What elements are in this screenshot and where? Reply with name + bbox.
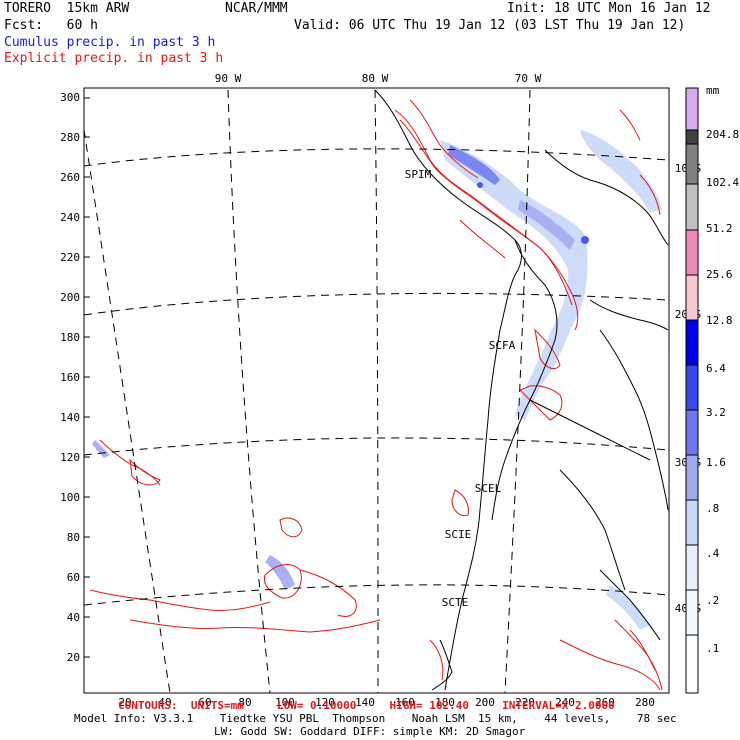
x-tick-label: 80 (238, 696, 251, 709)
y-tick-label: 180 (60, 331, 80, 344)
colorbar-level: 12.8 (706, 314, 733, 327)
cumulus-precip-shading (92, 130, 662, 630)
colorbar-level: .1 (706, 642, 719, 655)
y-tick-label: 200 (60, 291, 80, 304)
city-label: SCFA (489, 339, 516, 352)
y-tick-label: 160 (60, 371, 80, 384)
y-tick-label: 140 (60, 411, 80, 424)
colorbar-level: 204.8 (706, 128, 739, 141)
x-tick-label: 240 (555, 696, 575, 709)
longitude-label: 80 W (362, 72, 389, 85)
x-tick-label: 100 (275, 696, 295, 709)
x-tick-label: 200 (475, 696, 495, 709)
y-tick-label: 300 (60, 91, 80, 104)
city-label: SCTE (442, 596, 469, 609)
x-tick-label: 120 (315, 696, 335, 709)
colorbar-level: .8 (706, 502, 719, 515)
x-tick-label: 220 (515, 696, 535, 709)
y-tick-label: 20 (67, 651, 80, 664)
longitude-label: 70 W (515, 72, 542, 85)
y-tick-label: 220 (60, 251, 80, 264)
lat-lon-grid (83, 89, 669, 694)
x-tick-label: 140 (355, 696, 375, 709)
colorbar (685, 87, 699, 694)
colorbar-unit: mm (706, 84, 720, 97)
x-tick-label: 60 (198, 696, 211, 709)
valid-time: Valid: 06 UTC Thu 19 Jan 12 (03 LST Thu … (294, 18, 686, 33)
y-tick-label: 40 (67, 611, 80, 624)
longitude-label: 90 W (215, 72, 242, 85)
y-tick-label: 60 (67, 571, 80, 584)
coastlines (374, 89, 669, 691)
colorbar-level: .2 (706, 594, 719, 607)
forecast-hour: Fcst: 60 h (4, 18, 98, 33)
contour-info: CONTOURS: UNITS=mm LOW= 0.10000 HIGH= 10… (118, 699, 615, 712)
explicit-precip-contours (89, 99, 663, 691)
colorbar-level: 51.2 (706, 222, 733, 235)
y-tick-label: 80 (67, 531, 80, 544)
model-name: TORERO 15km ARW (4, 1, 130, 16)
colorbar-level: 6.4 (706, 362, 726, 375)
x-tick-label: 160 (395, 696, 415, 709)
x-tick-label: 280 (635, 696, 655, 709)
model-info: Model Info: V3.3.1 Tiedtke YSU PBL Thomp… (74, 712, 677, 725)
colorbar-level: 1.6 (706, 456, 726, 469)
explicit-field-label: Explicit precip. in past 3 h (4, 51, 224, 66)
org-name: NCAR/MMM (225, 1, 288, 16)
x-tick-label: 260 (595, 696, 615, 709)
colorbar-level: 25.6 (706, 268, 733, 281)
colorbar-level: 102.4 (706, 176, 739, 189)
city-label: SPIM (405, 168, 432, 181)
x-tick-label: 180 (435, 696, 455, 709)
init-time: Init: 18 UTC Mon 16 Jan 12 (507, 1, 711, 16)
y-tick-label: 120 (60, 451, 80, 464)
colorbar-level: .4 (706, 547, 720, 560)
city-label: SCIE (445, 528, 472, 541)
x-tick-label: 40 (158, 696, 171, 709)
y-tick-label: 260 (60, 171, 80, 184)
y-tick-label: 280 (60, 131, 80, 144)
cumulus-field-label: Cumulus precip. in past 3 h (4, 35, 216, 50)
city-label: SCEL (475, 482, 502, 495)
axis-ticks (84, 97, 90, 658)
physics-info: LW: Godd SW: Goddard DIFF: simple KM: 2D… (214, 725, 526, 738)
y-tick-label: 240 (60, 211, 80, 224)
x-tick-label: 20 (118, 696, 131, 709)
y-tick-label: 100 (60, 491, 80, 504)
colorbar-level: 3.2 (706, 406, 726, 419)
